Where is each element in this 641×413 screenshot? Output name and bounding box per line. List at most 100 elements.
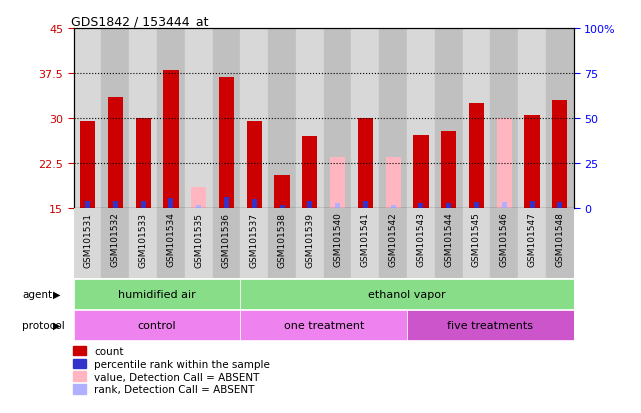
Bar bbox=[113, 202, 118, 209]
Text: GSM101546: GSM101546 bbox=[500, 212, 509, 267]
Text: GSM101543: GSM101543 bbox=[417, 212, 426, 267]
Text: ethanol vapor: ethanol vapor bbox=[368, 289, 446, 299]
Text: control: control bbox=[138, 320, 176, 330]
Bar bbox=[224, 198, 229, 209]
Bar bbox=[85, 202, 90, 209]
Text: GSM101544: GSM101544 bbox=[444, 212, 453, 267]
Text: agent: agent bbox=[22, 289, 53, 299]
Bar bbox=[441, 132, 456, 209]
Bar bbox=[101, 29, 129, 209]
Bar bbox=[351, 209, 379, 279]
Bar bbox=[268, 209, 296, 279]
Bar bbox=[390, 206, 395, 209]
Bar bbox=[274, 176, 290, 209]
Text: GSM101548: GSM101548 bbox=[555, 212, 564, 267]
Bar bbox=[219, 78, 234, 209]
FancyBboxPatch shape bbox=[407, 311, 574, 340]
Bar bbox=[157, 29, 185, 209]
Text: GSM101535: GSM101535 bbox=[194, 212, 203, 267]
Text: GSM101533: GSM101533 bbox=[138, 212, 147, 267]
Bar bbox=[129, 29, 157, 209]
Bar bbox=[169, 198, 174, 209]
Bar bbox=[296, 29, 324, 209]
Bar bbox=[240, 29, 268, 209]
Bar bbox=[435, 29, 463, 209]
Bar bbox=[419, 204, 424, 209]
Bar bbox=[247, 122, 262, 209]
Text: GSM101547: GSM101547 bbox=[528, 212, 537, 267]
Bar bbox=[463, 209, 490, 279]
Bar bbox=[140, 202, 146, 209]
Bar bbox=[80, 122, 96, 209]
Bar bbox=[363, 202, 368, 209]
Bar bbox=[358, 119, 373, 209]
Bar bbox=[296, 209, 324, 279]
Text: GSM101540: GSM101540 bbox=[333, 212, 342, 267]
Bar bbox=[163, 71, 179, 209]
Bar bbox=[191, 188, 206, 209]
Bar bbox=[213, 209, 240, 279]
Bar bbox=[546, 209, 574, 279]
FancyBboxPatch shape bbox=[74, 311, 240, 340]
Bar bbox=[307, 202, 312, 209]
Bar bbox=[385, 158, 401, 209]
Bar bbox=[302, 137, 317, 209]
Bar bbox=[196, 206, 201, 209]
Bar bbox=[407, 29, 435, 209]
Bar bbox=[474, 203, 479, 209]
Text: GSM101536: GSM101536 bbox=[222, 212, 231, 267]
Text: GSM101545: GSM101545 bbox=[472, 212, 481, 267]
Bar bbox=[490, 29, 518, 209]
Bar bbox=[324, 209, 351, 279]
Text: GSM101532: GSM101532 bbox=[111, 212, 120, 267]
Bar bbox=[279, 206, 285, 209]
Text: GSM101534: GSM101534 bbox=[167, 212, 176, 267]
FancyBboxPatch shape bbox=[240, 311, 407, 340]
Bar bbox=[379, 209, 407, 279]
Bar bbox=[330, 158, 345, 209]
Bar bbox=[185, 29, 213, 209]
Bar bbox=[324, 29, 351, 209]
Text: GSM101538: GSM101538 bbox=[278, 212, 287, 267]
Bar bbox=[135, 119, 151, 209]
Bar bbox=[446, 204, 451, 209]
Bar bbox=[74, 209, 101, 279]
Bar bbox=[108, 98, 123, 209]
Text: ▶: ▶ bbox=[53, 289, 61, 299]
Bar bbox=[335, 204, 340, 209]
Text: GSM101531: GSM101531 bbox=[83, 212, 92, 267]
Text: five treatments: five treatments bbox=[447, 320, 533, 330]
Bar bbox=[351, 29, 379, 209]
FancyBboxPatch shape bbox=[240, 280, 574, 309]
Bar bbox=[529, 202, 535, 209]
Bar bbox=[435, 209, 463, 279]
FancyBboxPatch shape bbox=[74, 280, 240, 309]
Bar bbox=[157, 209, 185, 279]
Text: one treatment: one treatment bbox=[283, 320, 364, 330]
Bar bbox=[407, 209, 435, 279]
Bar bbox=[101, 209, 129, 279]
Bar bbox=[524, 116, 540, 209]
Bar bbox=[502, 203, 507, 209]
Bar bbox=[557, 203, 562, 209]
Text: ▶: ▶ bbox=[53, 320, 61, 330]
Bar bbox=[463, 29, 490, 209]
Bar bbox=[185, 209, 213, 279]
Legend: count, percentile rank within the sample, value, Detection Call = ABSENT, rank, : count, percentile rank within the sample… bbox=[74, 346, 271, 394]
Bar bbox=[252, 199, 257, 209]
Bar bbox=[490, 209, 518, 279]
Bar bbox=[240, 209, 268, 279]
Bar bbox=[497, 119, 512, 209]
Bar bbox=[546, 29, 574, 209]
Bar bbox=[379, 29, 407, 209]
Bar bbox=[74, 29, 101, 209]
Bar bbox=[268, 29, 296, 209]
Bar bbox=[518, 29, 546, 209]
Bar bbox=[469, 104, 484, 209]
Bar bbox=[552, 101, 567, 209]
Bar bbox=[129, 209, 157, 279]
Bar bbox=[213, 29, 240, 209]
Bar bbox=[413, 135, 429, 209]
Text: GSM101537: GSM101537 bbox=[250, 212, 259, 267]
Text: GSM101542: GSM101542 bbox=[388, 212, 397, 267]
